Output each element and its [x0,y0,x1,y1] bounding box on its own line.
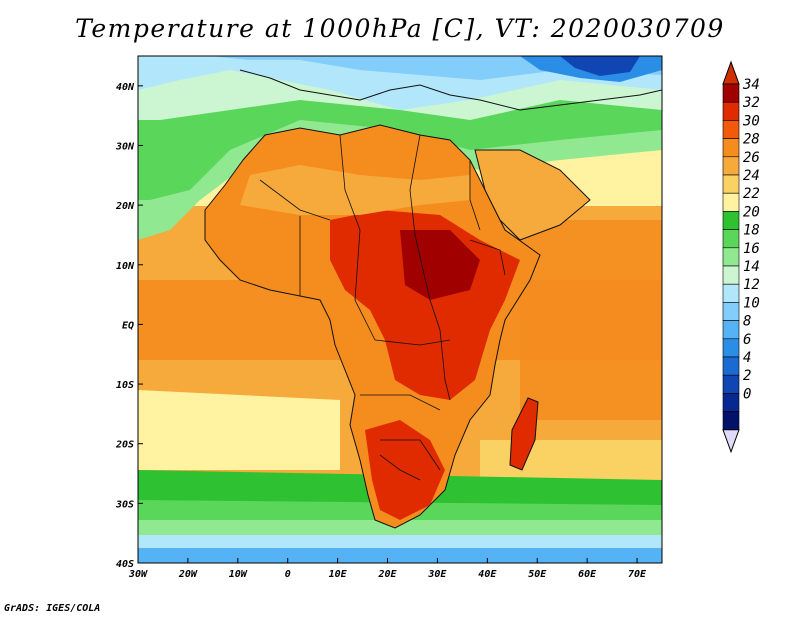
colorbar-label: 10 [743,295,760,311]
colorbar-swatch [722,229,740,249]
band-south-pale [138,390,340,470]
map-field [138,56,662,563]
colorbar-label: 32 [742,95,760,111]
y-tick-label: EQ [122,320,134,331]
colorbar-label: 24 [743,168,760,184]
colorbar-swatch [722,138,740,158]
colorbar-label: 16 [743,241,760,257]
y-tick-label: 40N [116,82,135,93]
colorbar-swatch [722,247,740,267]
x-tick-label: 50E [528,569,547,580]
map-title: Temperature at 1000hPa [C], VT: 20200307… [75,14,725,43]
colorbar-label: 20 [743,204,760,220]
colorbar-swatch [722,192,740,212]
y-tick-label: 10N [116,261,135,272]
colorbar-label: 30 [742,113,760,129]
colorbar-swatch [722,338,740,358]
colorbar-swatch [722,283,740,303]
europe-coast [239,69,662,111]
y-tick-label: 20N [115,201,135,212]
africa-hot-south [365,420,445,520]
x-tick-label: 30E [427,569,447,580]
x-tick-label: 20E [377,569,397,580]
colorbar-label: 28 [743,132,760,148]
band-north-navy [560,56,640,76]
y-tick-label: 30S [115,499,134,510]
colorbar-swatch [722,101,740,121]
country-borders [259,134,506,481]
map-frame [137,55,663,564]
colorbar-swatch [722,356,740,376]
x-tick-label: 0 [285,569,291,580]
credit-text: GrADS: IGES/COLA [4,603,101,614]
colorbar-swatch [722,411,740,431]
x-tick-label: 70E [628,569,647,580]
colorbar-bottom-arrow [722,429,740,454]
sahara-band [240,165,470,215]
africa-hottest [400,230,480,300]
colorbar-swatch [722,156,740,176]
colorbar-label: 2 [743,368,751,384]
colorbar-swatch [722,211,740,230]
colorbar-label: 6 [743,332,751,348]
x-tick-label: 30W [128,569,148,580]
colorbar-swatch [722,320,740,340]
colorbar-label: 34 [742,77,760,93]
colorbar-swatch [722,83,740,103]
x-tick-label: 20W [178,569,198,580]
y-tick-label: 10S [116,380,134,391]
band-indian-orange [520,220,662,420]
y-tick-label: 20S [115,440,134,451]
x-tick-label: 60E [578,569,597,580]
colorbar-swatch [722,374,740,394]
madagascar [509,397,539,471]
colorbar-swatch [722,265,740,285]
arabia-land [474,149,591,241]
colorbar-label: 12 [743,277,760,293]
x-tick-label: 10E [329,569,348,580]
colorbar-label: 26 [743,150,760,166]
x-axis-ticks: 30W 20W 10W 0 10E 20E 30E 40E 50E 60E 70E [128,558,647,580]
colorbar-label: 0 [743,386,751,402]
colorbar-swatch [722,302,740,321]
y-tick-label: 30N [115,141,135,152]
x-tick-label: 40E [478,569,497,580]
band-south-blue [138,548,662,563]
colorbar-top-arrow [722,60,740,85]
colorbar-label: 14 [743,259,760,275]
colorbar-swatch [722,393,740,412]
colorbar-label: 4 [743,350,751,366]
x-tick-label: 10W [229,569,248,580]
colorbar-swatch [722,174,740,194]
y-axis-ticks: 40N 30N 20N 10N EQ 10S 20S 30S 40S [115,82,143,570]
colorbar-label: 22 [743,186,760,202]
colorbar-label: 18 [743,223,760,239]
y-tick-label: 40S [116,559,134,570]
colorbar-swatch [722,120,740,139]
colorbar-label: 8 [743,314,751,330]
